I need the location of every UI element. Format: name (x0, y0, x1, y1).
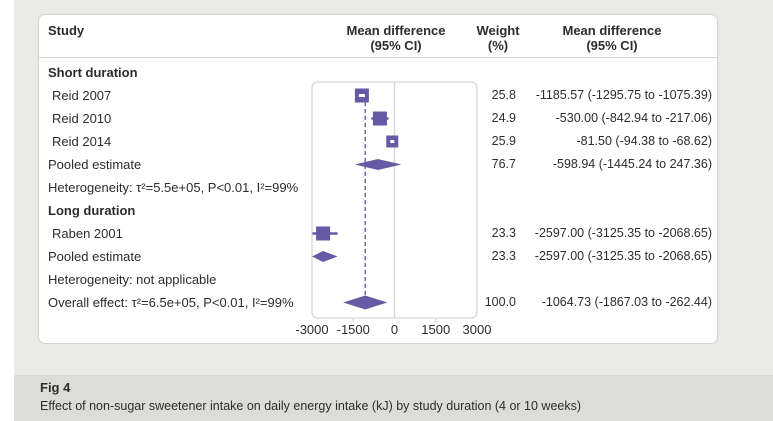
figure-caption-text: Effect of non-sugar sweetener intake on … (40, 399, 582, 413)
mean-difference-value: -530.00 (-842.94 to -217.06) (555, 111, 712, 125)
mean-difference-value: -81.50 (-94.38 to -68.62) (576, 134, 713, 148)
x-axis-tick-label: 1500 (421, 322, 451, 337)
row-label: Pooled estimate (48, 157, 142, 172)
x-axis-tick-label: -3000 (295, 322, 329, 337)
study-label: Reid 2010 (52, 111, 112, 126)
page-left-margin (0, 0, 14, 421)
column-header-plot-line2: (95% CI) (370, 38, 422, 53)
row-label: Pooled estimate (48, 249, 142, 264)
column-header-plot-line1: Mean difference (346, 23, 446, 38)
x-axis-tick-label: 0 (390, 322, 399, 337)
mean-difference-value: -1185.57 (-1295.75 to -1075.39) (535, 88, 712, 102)
study-label: Raben 2001 (52, 226, 123, 241)
column-header-study: Study (48, 23, 85, 38)
mean-difference-value: -598.94 (-1445.24 to 247.36) (552, 157, 712, 171)
weight-value: 24.9 (491, 111, 516, 125)
weight-value: 23.3 (491, 249, 516, 263)
weight-value: 25.9 (491, 134, 516, 148)
weight-value: 76.7 (491, 157, 516, 171)
group-label: Short duration (48, 65, 138, 80)
mean-difference-value: -2597.00 (-3125.35 to -2068.65) (534, 249, 712, 263)
row-label: Overall effect: τ²=6.5e+05, P<0.01, I²=9… (48, 295, 294, 310)
column-header-plot: Mean difference (95% CI) (326, 23, 466, 53)
row-label: Heterogeneity: not applicable (48, 272, 217, 287)
figure-caption-band: Fig 4 Effect of non-sugar sweetener inta… (14, 375, 773, 421)
column-header-weight: Weight (%) (468, 23, 528, 53)
x-axis-tick-label: -1500 (336, 322, 370, 337)
weight-value: 25.8 (491, 88, 516, 102)
figure-number: Fig 4 (40, 380, 71, 395)
study-label: Reid 2014 (52, 134, 112, 149)
mean-difference-value: -2597.00 (-3125.35 to -2068.65) (534, 226, 712, 240)
x-axis-tick-label: 3000 (462, 322, 492, 337)
weight-value: 23.3 (491, 226, 516, 240)
group-label: Long duration (48, 203, 136, 218)
row-label: Heterogeneity: τ²=5.5e+05, P<0.01, I²=99… (48, 180, 299, 195)
study-label: Reid 2007 (52, 88, 112, 103)
header-divider (39, 57, 717, 58)
column-header-md: Mean difference (95% CI) (532, 23, 692, 53)
column-header-md-line1: Mean difference (562, 23, 662, 38)
mean-difference-value: -1064.73 (-1867.03 to -262.44) (541, 295, 712, 309)
column-header-weight-line2: (%) (487, 38, 509, 53)
column-header-weight-line1: Weight (476, 23, 520, 38)
column-header-md-line2: (95% CI) (586, 38, 638, 53)
weight-value: 100.0 (484, 295, 516, 309)
